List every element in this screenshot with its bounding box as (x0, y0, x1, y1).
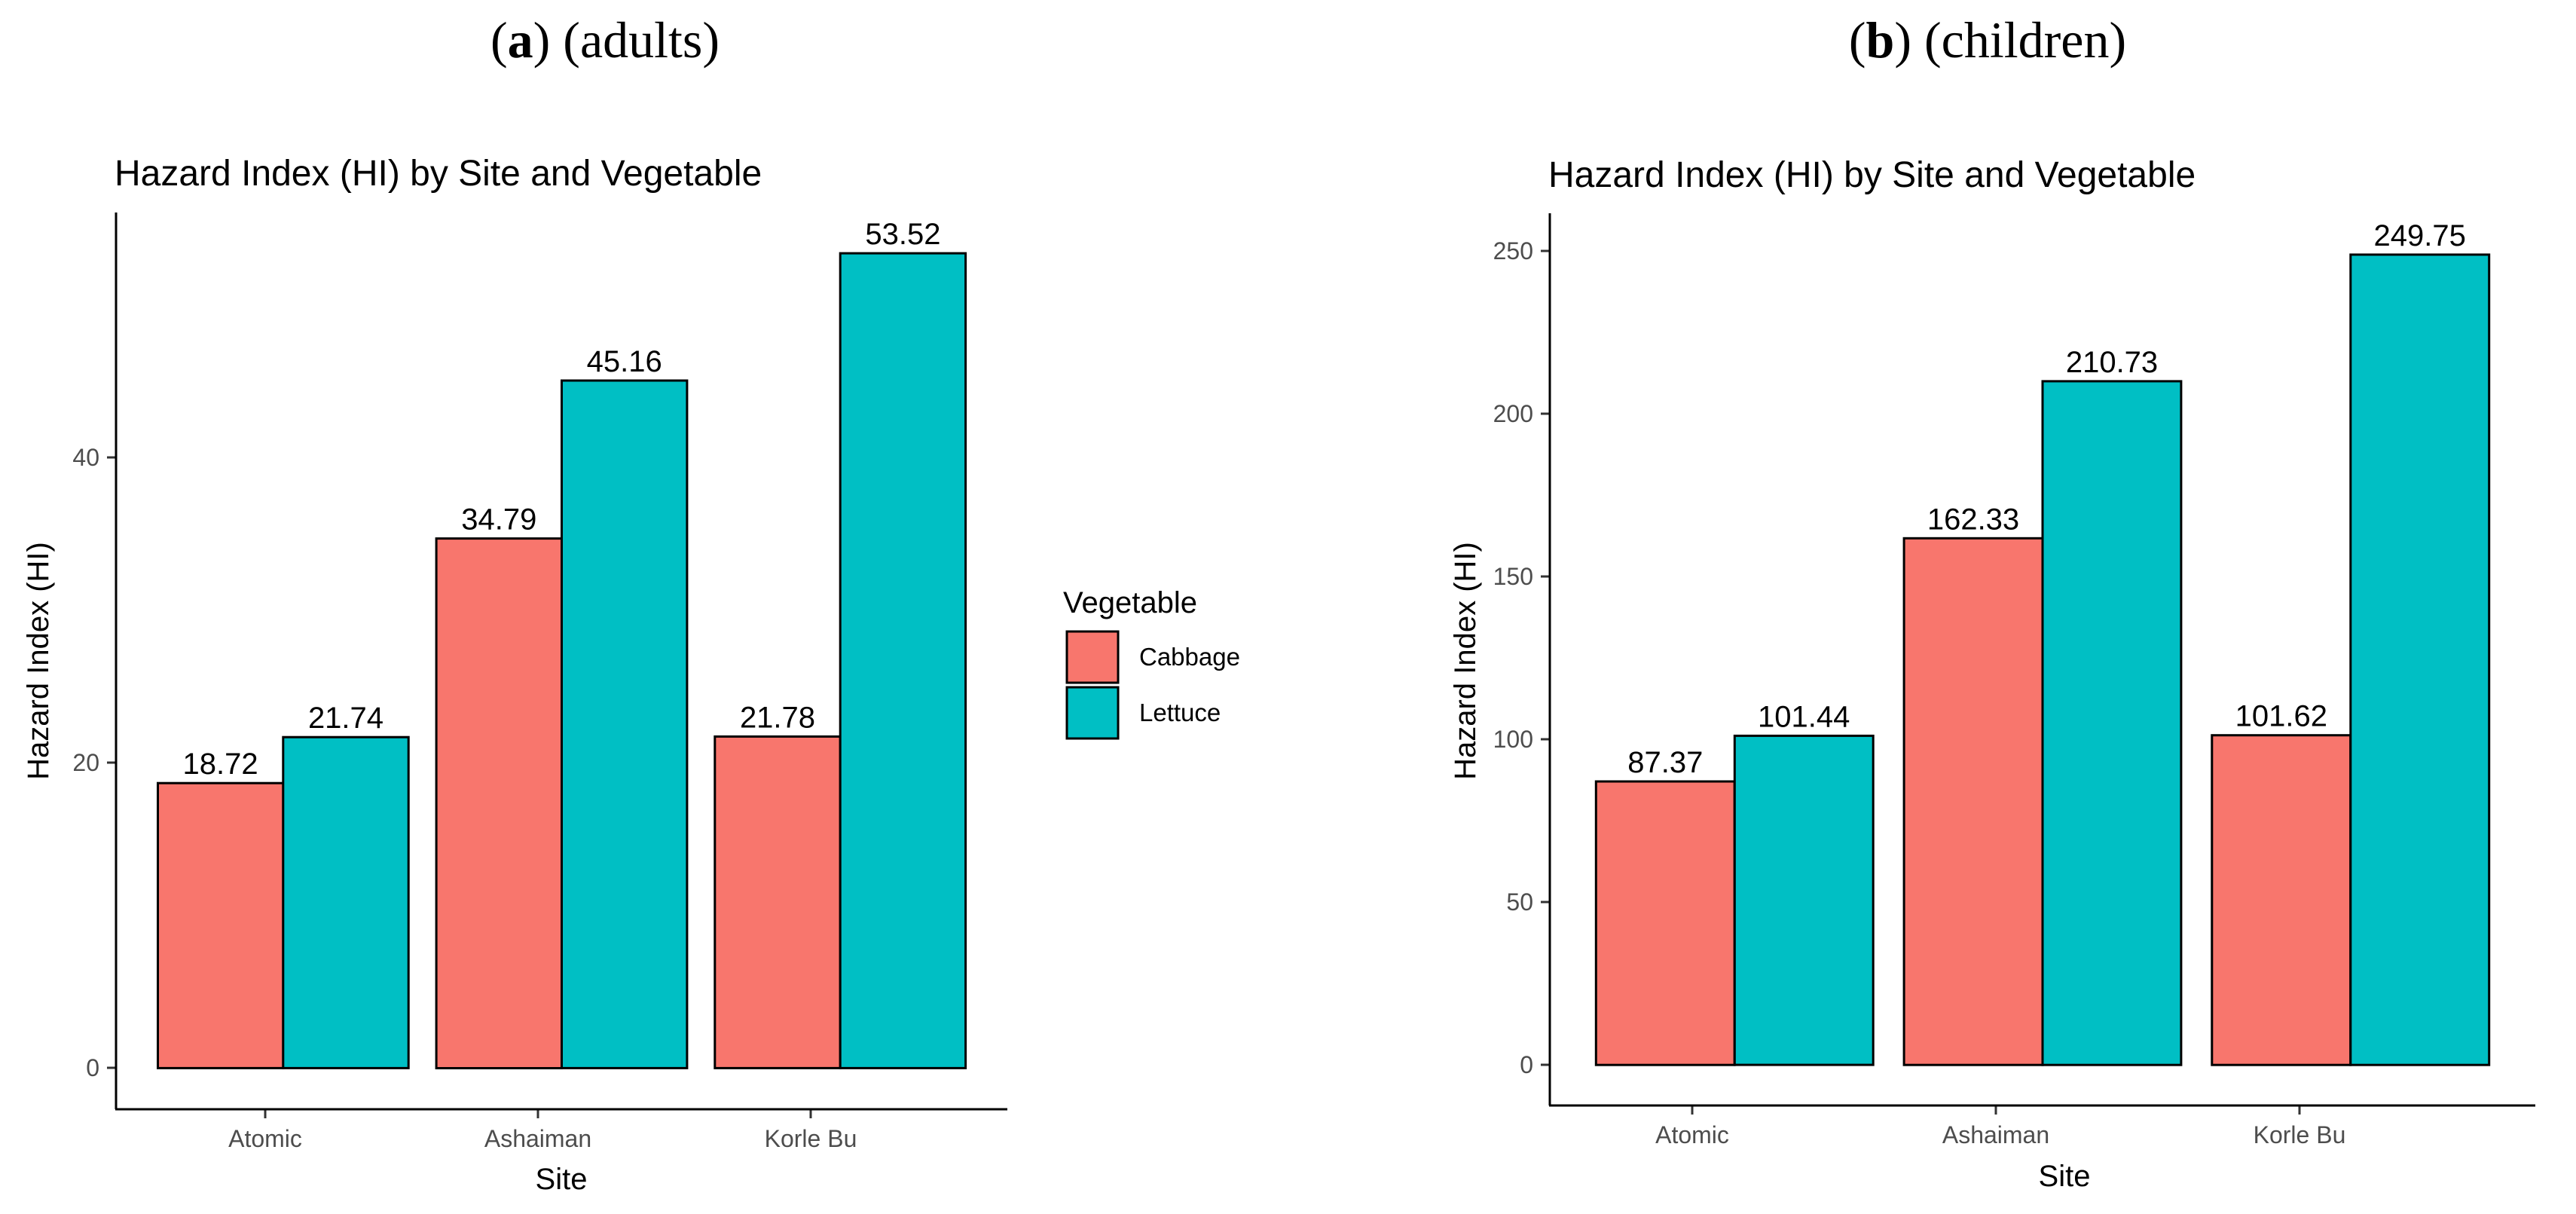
panel-a-caption-text: (adults) (563, 11, 720, 69)
chart-b-ytick-label: 200 (1493, 400, 1533, 427)
legend-title: Vegetable (1063, 586, 1197, 619)
chart-a-data-label: 21.78 (740, 701, 815, 734)
chart-a-bar-lettuce-ashaiman (561, 379, 689, 1069)
chart-a-xticks: Atomic Ashaiman Korle Bu (228, 1109, 857, 1152)
chart-b-data-label: 249.75 (2374, 219, 2466, 252)
panel-b-caption-text: (children) (1924, 11, 2126, 69)
chart-b-xticks: Atomic Ashaiman Korle Bu (1655, 1105, 2345, 1148)
chart-b-data-label: 101.44 (1758, 700, 1850, 733)
chart-b-bar-lettuce-atomic (1733, 734, 1875, 1066)
chart-a-bars: 18.72 21.74 34.79 45.16 21.78 53.52 (157, 218, 967, 1069)
chart-adults: Hazard Index (HI) by Site and Vegetable … (22, 154, 1007, 1196)
chart-a-data-label: 34.79 (461, 503, 536, 537)
legend-swatch-cabbage (1065, 630, 1120, 684)
chart-b-ytick-label: 100 (1493, 726, 1533, 753)
chart-a-xtick-label: Ashaiman (484, 1125, 591, 1152)
legend-label-cabbage: Cabbage (1139, 643, 1240, 671)
chart-b-xtick-label: Atomic (1655, 1121, 1729, 1148)
chart-a-title: Hazard Index (HI) by Site and Vegetable (115, 154, 762, 194)
chart-b-xtick-label: Korle Bu (2254, 1121, 2346, 1148)
chart-b-xlabel: Site (2039, 1160, 2091, 1193)
chart-b-data-label: 210.73 (2066, 346, 2158, 379)
chart-a-ytick-label: 40 (72, 444, 99, 471)
chart-b-ytick-label: 150 (1493, 563, 1533, 590)
chart-b-bars: 87.37 101.44 162.33 210.73 101.62 249.75 (1594, 219, 2491, 1066)
chart-b-bar-cabbage-korle-bu (2211, 734, 2352, 1066)
chart-a-ytick-label: 0 (86, 1054, 99, 1081)
panel-b-letter: b (1866, 11, 1895, 69)
chart-b-ytick-label: 250 (1493, 237, 1533, 265)
chart-b-bar-cabbage-ashaiman (1902, 537, 2044, 1066)
chart-a-bar-lettuce-atomic (282, 735, 410, 1069)
chart-a-data-label: 21.74 (308, 702, 383, 735)
chart-a-bar-lettuce-korle-bu (839, 252, 967, 1069)
legend-label-lettuce: Lettuce (1139, 699, 1221, 726)
chart-b-xtick-label: Ashaiman (1942, 1121, 2049, 1148)
panel-b-caption: (b) (children) (1849, 11, 2126, 69)
chart-a-xtick-label: Atomic (228, 1125, 302, 1152)
chart-b-bar-lettuce-korle-bu (2349, 253, 2491, 1066)
chart-a-ytick-label: 20 (72, 749, 99, 776)
chart-b-title: Hazard Index (HI) by Site and Vegetable (1548, 155, 2196, 195)
chart-a-data-label: 53.52 (865, 218, 940, 251)
chart-b-ticks: 0 50 100 150 200 250 (1493, 237, 1550, 1078)
chart-b-ylabel: Hazard Index (HI) (1449, 542, 1482, 780)
legend-swatch-lettuce (1065, 686, 1120, 740)
legend: Vegetable Cabbage Lettuce (1063, 586, 1240, 740)
chart-a-bar-cabbage-korle-bu (714, 735, 842, 1069)
chart-b-bar-lettuce-ashaiman (2041, 380, 2183, 1066)
panel-a-letter: a (508, 11, 533, 69)
chart-b-data-label: 162.33 (1927, 503, 2019, 536)
chart-a-bar-cabbage-atomic (157, 781, 285, 1069)
chart-b-data-label: 87.37 (1627, 746, 1703, 779)
chart-b-ytick-label: 0 (1520, 1051, 1533, 1078)
chart-a-ylabel: Hazard Index (HI) (22, 542, 55, 780)
chart-b-data-label: 101.62 (2235, 700, 2327, 733)
chart-a-xlabel: Site (536, 1163, 588, 1196)
chart-a-bar-cabbage-ashaiman (435, 537, 563, 1069)
chart-a-gridless-ticks: 0 20 40 (72, 444, 116, 1081)
chart-a-xtick-label: Korle Bu (765, 1125, 857, 1152)
chart-b-bar-cabbage-atomic (1594, 780, 1736, 1066)
chart-b-ytick-label: 50 (1506, 888, 1533, 916)
chart-a-data-label: 45.16 (587, 345, 662, 378)
chart-children: Hazard Index (HI) by Site and Vegetable … (1449, 155, 2535, 1193)
chart-a-data-label: 18.72 (183, 748, 258, 781)
panel-a-caption: (a) (adults) (490, 11, 720, 69)
